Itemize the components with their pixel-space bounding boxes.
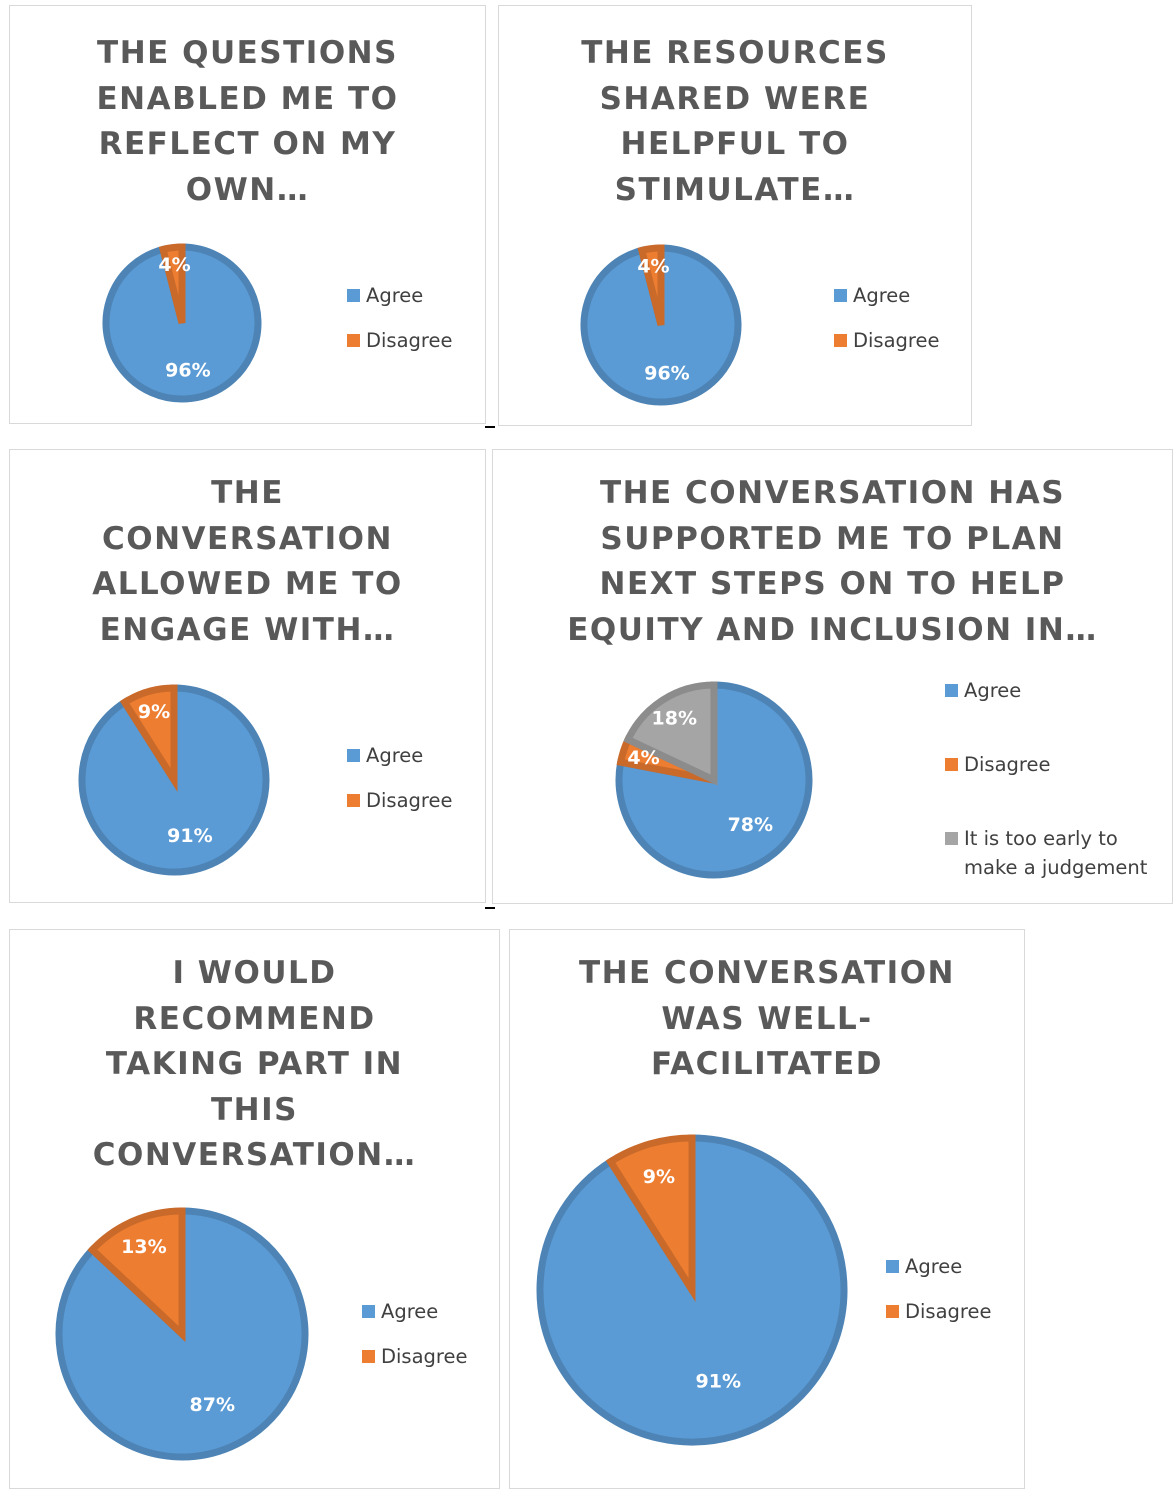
legend-item: Disagree — [886, 1297, 992, 1326]
chart-legend: Agree Disagree — [834, 281, 940, 355]
pie-slice-disagree — [119, 684, 178, 793]
chart-panel-engage-with: THE CONVERSATION ALLOWED ME TO ENGAGE WI… — [9, 449, 486, 903]
divider-mark — [485, 426, 495, 428]
legend-swatch — [945, 832, 958, 845]
pie-data-label: 4% — [627, 747, 659, 769]
chart-legend: Agree Disagree — [362, 1297, 468, 1371]
pie-data-label: 91% — [167, 825, 212, 847]
pie-slice-disagree — [158, 243, 186, 324]
pie-chart: 91% 9% — [78, 684, 270, 876]
legend-label: Agree — [905, 1255, 963, 1278]
pie-chart: 96% 4% — [580, 244, 742, 406]
pie-data-label: 96% — [165, 360, 210, 382]
chart-legend: Agree Disagree — [886, 1252, 992, 1326]
legend-label: Disagree — [366, 789, 453, 812]
pie-slice-it — [623, 681, 718, 786]
legend-label: Agree — [381, 1300, 439, 1323]
legend-swatch — [347, 334, 360, 347]
chart-title: THE QUESTIONS ENABLED ME TO REFLECT ON M… — [96, 35, 399, 208]
legend-swatch — [886, 1305, 899, 1318]
pie-slice-disagree — [637, 244, 665, 326]
legend-item: Agree — [945, 676, 1170, 705]
legend-item: Disagree — [945, 750, 1170, 779]
chart-title: THE CONVERSATION ALLOWED ME TO ENGAGE WI… — [92, 475, 403, 648]
pie-data-label: 78% — [728, 814, 773, 836]
legend-item: Disagree — [347, 326, 453, 355]
pie-data-label: 13% — [121, 1236, 166, 1258]
legend-item: Disagree — [347, 786, 453, 815]
pie-chart: 87% 13% — [55, 1207, 309, 1461]
legend-swatch — [945, 758, 958, 771]
legend-label: It is too early to make a judgement — [964, 827, 1148, 879]
pie-data-label: 4% — [158, 254, 190, 276]
chart-title: THE CONVERSATION WAS WELL- FACILITATED — [578, 955, 956, 1082]
pie-slice-disagree — [87, 1207, 186, 1343]
pie-data-label: 96% — [644, 362, 689, 384]
legend-item: Disagree — [362, 1342, 468, 1371]
legend-swatch — [362, 1350, 375, 1363]
legend-label: Disagree — [853, 329, 940, 352]
legend-label: Disagree — [381, 1345, 468, 1368]
divider-mark — [485, 907, 495, 909]
chart-panel-plan-next-steps: THE CONVERSATION HAS SUPPORTED ME TO PLA… — [492, 449, 1173, 904]
chart-legend: Agree Disagree — [347, 741, 453, 815]
chart-title: I WOULD RECOMMEND TAKING PART IN THIS CO… — [92, 955, 417, 1173]
pie-chart: 96% 4% — [102, 243, 262, 403]
legend-label: Disagree — [905, 1300, 992, 1323]
legend-item: Agree — [347, 281, 453, 310]
legend-swatch — [886, 1260, 899, 1273]
legend-swatch — [945, 684, 958, 697]
chart-panel-recommend: I WOULD RECOMMEND TAKING PART IN THIS CO… — [9, 929, 500, 1489]
legend-item: Agree — [347, 741, 453, 770]
legend-swatch — [347, 289, 360, 302]
pie-chart: 78% 4% 18% — [615, 681, 813, 879]
legend-swatch — [347, 749, 360, 762]
legend-label: Agree — [366, 284, 424, 307]
pie-data-label: 9% — [138, 701, 170, 723]
legend-item: Disagree — [834, 326, 940, 355]
legend-item: Agree — [886, 1252, 992, 1281]
chart-panel-well-facilitated: THE CONVERSATION WAS WELL- FACILITATED 9… — [509, 929, 1025, 1489]
pie-slice-agree — [615, 681, 813, 879]
chart-title: THE RESOURCES SHARED WERE HELPFUL TO STI… — [581, 35, 889, 208]
chart-panel-resources-helpful: THE RESOURCES SHARED WERE HELPFUL TO STI… — [498, 5, 972, 426]
legend-label: Disagree — [964, 753, 1051, 776]
legend-label: Agree — [964, 679, 1022, 702]
chart-legend: Agree Disagree It is too early to make a j… — [945, 676, 1170, 882]
legend-item: Agree — [834, 281, 940, 310]
chart-legend: Agree Disagree — [347, 281, 453, 355]
legend-item: Agree — [362, 1297, 468, 1326]
legend-swatch — [834, 334, 847, 347]
legend-swatch — [834, 289, 847, 302]
legend-label: Disagree — [366, 329, 453, 352]
pie-data-label: 91% — [696, 1370, 741, 1392]
legend-label: Agree — [853, 284, 911, 307]
pie-chart: 91% 9% — [536, 1134, 848, 1446]
legend-swatch — [347, 794, 360, 807]
pie-slice-disagree — [605, 1134, 696, 1303]
chart-panel-questions-reflect: THE QUESTIONS ENABLED ME TO REFLECT ON M… — [9, 5, 486, 424]
pie-data-label: 4% — [637, 255, 669, 277]
legend-label: Agree — [366, 744, 424, 767]
legend-swatch — [362, 1305, 375, 1318]
pie-data-label: 87% — [190, 1394, 235, 1416]
chart-title: THE CONVERSATION HAS SUPPORTED ME TO PLA… — [567, 475, 1098, 648]
legend-item: It is too early to make a judgement — [945, 824, 1170, 882]
pie-data-label: 18% — [652, 707, 697, 729]
pie-data-label: 9% — [643, 1166, 675, 1188]
